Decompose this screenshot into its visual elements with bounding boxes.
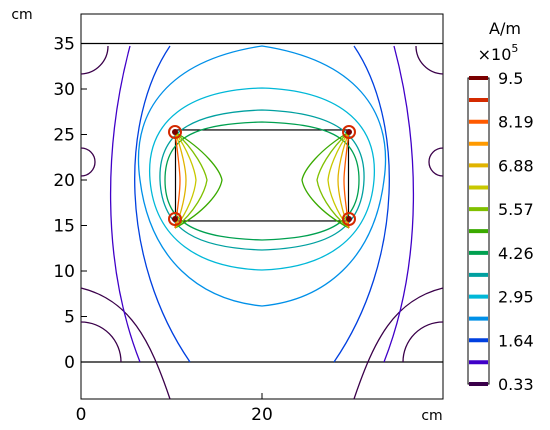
contour-lobe-left-5 — [174, 131, 181, 229]
contour-corner-hot-1 — [342, 125, 356, 139]
contour-corner-bottom-left — [80, 321, 122, 363]
y-tick-label-30: 30 — [53, 80, 75, 100]
y-tick-label-0: 0 — [64, 353, 75, 373]
contour-corner-hot-3 — [342, 212, 356, 226]
contour-lobe-left-1 — [174, 131, 223, 229]
contour-lobe-left-3 — [174, 131, 197, 229]
colorbar-tick-label-2: 6.88 — [498, 156, 534, 175]
colorbar-unit-label: A/m — [489, 19, 521, 38]
contour-long-right — [383, 45, 415, 363]
y-tick-label-10: 10 — [53, 262, 75, 282]
contour-outer-bottom-right — [353, 287, 444, 400]
contour-corner-top-right — [415, 45, 444, 75]
contour-lobe-right-3 — [327, 131, 350, 229]
contour-corner-bottom-right — [402, 321, 444, 363]
contour-corner-top-left — [80, 45, 109, 75]
contour-long-left — [109, 45, 141, 363]
contour-corner-peak-3 — [346, 216, 352, 222]
contour-lobe-right-4 — [337, 131, 350, 229]
x-tick-label-0: 0 — [76, 405, 87, 425]
contour-lobe-right-1 — [301, 131, 350, 229]
contour-loop-2 — [149, 87, 375, 271]
y-tick-label-5: 5 — [64, 308, 75, 328]
contour-corner-peak-2 — [172, 216, 178, 222]
contour-lobe-right-2 — [316, 131, 350, 229]
y-tick-label-15: 15 — [53, 217, 75, 237]
colorbar: 9.5 8.19 6.88 5.57 4.26 2.95 1.64 0.33 — [467, 69, 534, 394]
axes: 0 5 10 15 20 25 30 35 0 20 — [53, 35, 272, 426]
contour-lobe-right-5 — [343, 131, 350, 229]
contour-loop-1 — [137, 45, 387, 307]
contour-corner-hot-2 — [168, 212, 182, 226]
colorbar-tick-label-4: 4.26 — [498, 244, 534, 263]
contour-lobe-left-2 — [174, 131, 208, 229]
contour-corner-hot-0 — [168, 125, 182, 139]
contour-mid-left — [134, 45, 191, 363]
contour-outer-bottom-left — [80, 287, 171, 400]
contour-loop-3 — [159, 109, 365, 251]
y-tick-label-20: 20 — [53, 171, 75, 191]
y-tick-label-35: 35 — [53, 35, 75, 55]
contour-side-left — [80, 147, 96, 177]
x-axis-unit-label: cm — [421, 408, 442, 424]
colorbar-tick-label-7: 0.33 — [498, 375, 534, 394]
colorbar-tick-label-0: 9.5 — [498, 69, 523, 88]
contour-corner-peak-0 — [172, 129, 178, 135]
y-axis-unit-label: cm — [11, 7, 32, 23]
contour-side-right — [428, 147, 444, 177]
contour-lines — [80, 45, 444, 400]
contour-corner-peak-1 — [346, 129, 352, 135]
inner-rectangle — [174, 129, 350, 222]
colorbar-tick-label-5: 2.95 — [498, 288, 534, 307]
colorbar-tick-label-1: 8.19 — [498, 113, 534, 132]
colorbar-multiplier-base: ×10 — [478, 45, 512, 64]
contour-mid-right — [333, 45, 390, 363]
colorbar-tick-label-3: 5.57 — [498, 200, 534, 219]
y-tick-label-25: 25 — [53, 126, 75, 146]
colorbar-tick-label-6: 1.64 — [498, 331, 534, 350]
colorbar-multiplier-exponent: 5 — [511, 42, 518, 55]
contour-lobe-left-4 — [174, 131, 187, 229]
colorbar-multiplier: ×105 — [478, 42, 519, 64]
x-tick-label-20: 20 — [251, 405, 273, 425]
contour-loop-4 — [164, 121, 360, 241]
